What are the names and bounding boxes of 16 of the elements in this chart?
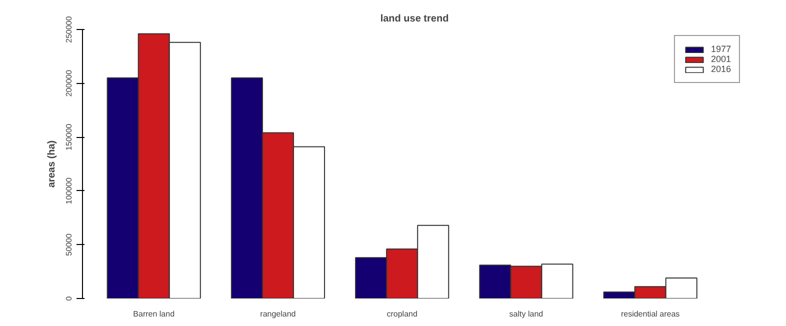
x-tick-label: Barren land xyxy=(133,310,175,318)
x-tick-label: cropland xyxy=(386,310,418,318)
chart-title: land use trend xyxy=(380,14,449,24)
y-tick-label: 250000 xyxy=(64,16,74,43)
y-tick-label: 150000 xyxy=(64,123,74,150)
x-tick-label: residential areas xyxy=(620,310,680,318)
y-tick-label: 0 xyxy=(64,296,74,301)
y-tick-label: 200000 xyxy=(64,69,74,97)
y-tick-label: 100000 xyxy=(64,177,74,204)
legend-label: 1977 xyxy=(710,44,731,54)
y-tick-label: 50000 xyxy=(64,233,74,256)
legend-label: 2001 xyxy=(710,54,731,64)
x-tick-label: rangeland xyxy=(260,310,296,318)
legend-label: 2016 xyxy=(710,64,731,74)
y-axis-title: areas (ha) xyxy=(46,140,58,188)
x-tick-label: salty land xyxy=(509,310,544,318)
